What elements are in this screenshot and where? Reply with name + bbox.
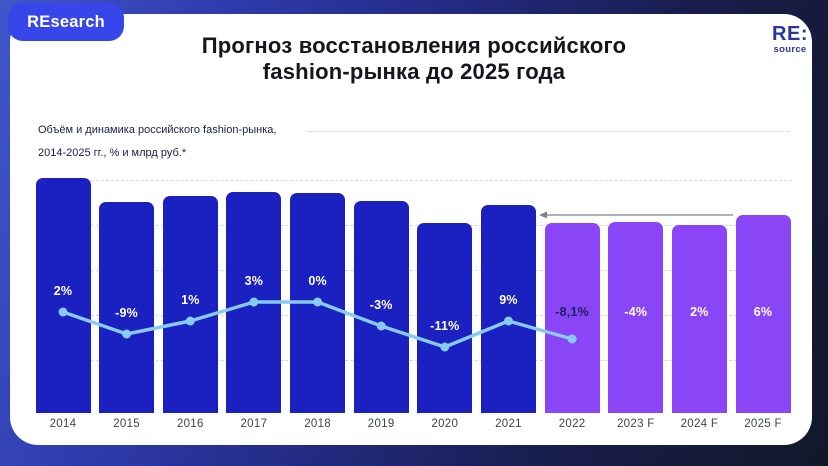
x-axis-label-2021: 2021 — [495, 418, 522, 430]
x-axis-label-2016: 2016 — [176, 418, 204, 430]
bar-2020 — [417, 223, 473, 413]
value-label-2017: 3% — [244, 274, 264, 288]
chart-subtitle-line2: 2014-2025 гг., % и млрд руб.* — [38, 147, 187, 159]
x-axis-label-2023F: 2023 F — [616, 418, 655, 430]
bar-2021 — [481, 205, 536, 413]
value-label-2016: 1% — [181, 293, 200, 307]
x-axis-label-2022: 2022 — [558, 418, 586, 430]
research-badge-label: REsearch — [27, 12, 105, 31]
value-label-2024F: 2% — [690, 305, 709, 319]
bar-2023F — [608, 222, 664, 413]
bar-2024F — [671, 225, 727, 413]
x-axis-label-2018: 2018 — [304, 418, 331, 430]
value-label-2015: -9% — [115, 306, 139, 320]
value-label-2022: -8,1% — [555, 305, 589, 319]
research-badge: REsearch — [8, 3, 124, 41]
resource-logo-top: RE: — [772, 23, 808, 45]
value-label-2021: 9% — [499, 293, 518, 307]
bar-2025F — [735, 215, 791, 413]
resource-logo-bottom: source — [773, 44, 807, 55]
x-axis-label-2019: 2019 — [367, 418, 395, 430]
page-title-line1: Прогноз восстановления российского — [201, 33, 627, 58]
gridline-2 — [36, 270, 792, 271]
x-axis-label-2020: 2020 — [431, 418, 459, 430]
page-title: Прогноз восстановления российского fashi… — [60, 33, 768, 85]
page-title-line2: fashion-рынка до 2025 года — [262, 59, 566, 84]
value-label-2018: 0% — [308, 274, 327, 288]
bar-2018 — [290, 193, 346, 413]
x-axis-label-2017: 2017 — [240, 418, 268, 430]
x-axis-label-2024F: 2024 F — [680, 418, 719, 430]
bar-2014 — [35, 178, 91, 413]
value-label-2020: -11% — [430, 319, 460, 333]
x-axis-label-2014: 2014 — [49, 418, 77, 430]
subtitle-dotted-rule — [308, 131, 790, 132]
value-label-2025F: 6% — [753, 305, 773, 319]
value-label-2019: -3% — [369, 298, 393, 312]
chart-subtitle: Объём и динамика российского fashion-рын… — [38, 119, 276, 165]
gridline-1 — [36, 225, 792, 226]
value-label-2023F: -4% — [624, 305, 648, 319]
gridline-4 — [36, 360, 792, 361]
chart-subtitle-line1: Объём и динамика российского fashion-рын… — [38, 124, 277, 136]
resource-logo: RE: source — [772, 24, 808, 55]
x-axis-label-2015: 2015 — [113, 418, 140, 430]
value-label-2014: 2% — [53, 284, 73, 298]
gridline-0 — [36, 180, 792, 181]
x-axis-label-2025F: 2025 F — [744, 418, 782, 430]
bar-2017 — [226, 192, 282, 413]
